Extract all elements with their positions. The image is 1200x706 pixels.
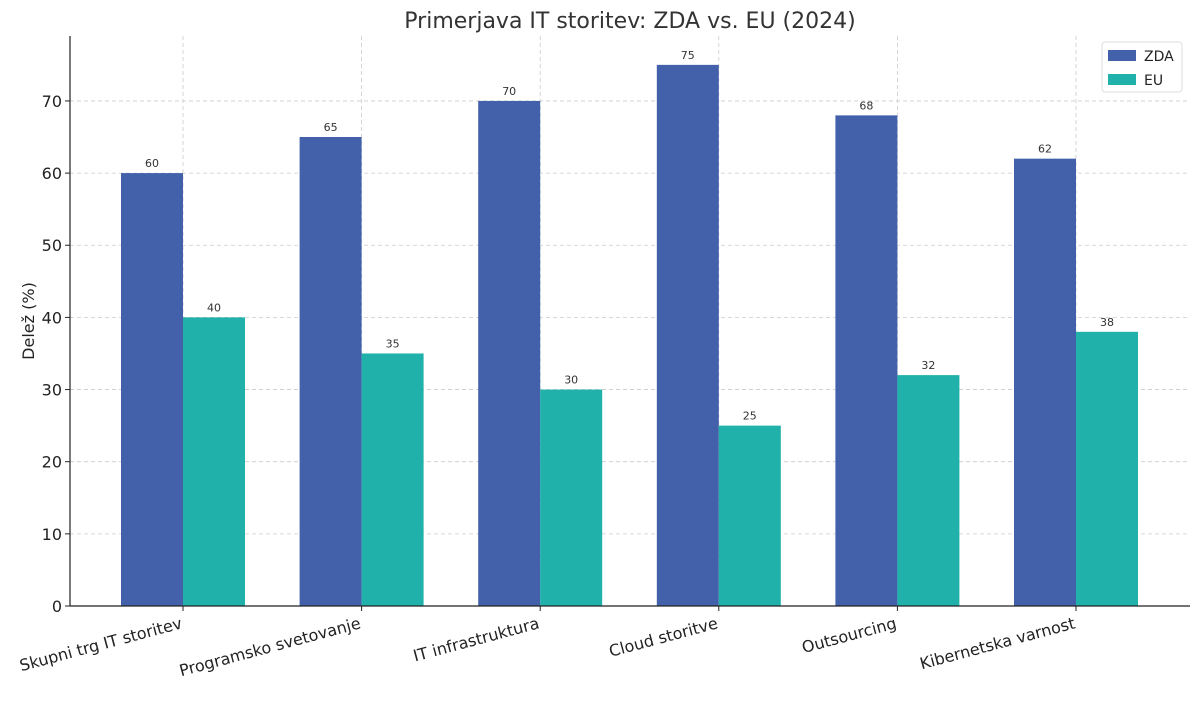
data-label: 68 bbox=[859, 99, 873, 112]
x-tick-label: IT infrastruktura bbox=[411, 614, 541, 666]
y-tick-label: 40 bbox=[42, 308, 62, 327]
x-tick-label: Outsourcing bbox=[800, 614, 899, 657]
legend-swatch-zda bbox=[1108, 50, 1136, 61]
y-tick-label: 0 bbox=[52, 597, 62, 616]
y-tick-label: 50 bbox=[42, 236, 62, 255]
x-tick-label: Kibernetska varnost bbox=[918, 614, 1077, 674]
data-label: 25 bbox=[743, 410, 757, 423]
data-label: 60 bbox=[145, 157, 159, 170]
bars bbox=[121, 64, 1138, 606]
bar-zda bbox=[299, 137, 362, 606]
data-label: 38 bbox=[1100, 316, 1114, 329]
bar-zda bbox=[835, 115, 898, 606]
data-labels: 60 65 70 75 68 62 40 35 30 25 32 38 bbox=[145, 49, 1114, 423]
legend-swatch-eu bbox=[1108, 74, 1136, 85]
y-tick-label: 20 bbox=[42, 453, 62, 472]
data-label: 30 bbox=[564, 374, 578, 387]
legend-label-eu: EU bbox=[1144, 73, 1163, 89]
data-label: 65 bbox=[324, 121, 338, 134]
bar-eu bbox=[897, 375, 960, 606]
y-ticks: 0 10 20 30 40 50 60 70 bbox=[42, 92, 70, 616]
bar-zda bbox=[478, 100, 541, 606]
legend-label-zda: ZDA bbox=[1144, 49, 1174, 65]
y-axis-title: Delež (%) bbox=[19, 282, 38, 360]
data-label: 32 bbox=[921, 359, 935, 372]
bar-eu bbox=[540, 389, 603, 606]
y-tick-label: 70 bbox=[42, 92, 62, 111]
bar-zda bbox=[1014, 158, 1076, 606]
bar-eu bbox=[183, 317, 245, 606]
bar-zda bbox=[656, 64, 719, 606]
x-tick-label: Skupni trg IT storitev bbox=[18, 614, 185, 676]
chart-title: Primerjava IT storitev: ZDA vs. EU (2024… bbox=[404, 9, 855, 34]
y-tick-label: 60 bbox=[42, 164, 62, 183]
data-label: 75 bbox=[681, 49, 695, 62]
data-label: 40 bbox=[207, 301, 221, 314]
data-label: 62 bbox=[1038, 143, 1052, 156]
y-tick-label: 30 bbox=[42, 381, 62, 400]
bar-eu bbox=[361, 353, 424, 606]
y-tick-label: 10 bbox=[42, 525, 62, 544]
bar-eu bbox=[718, 425, 781, 606]
bar-eu bbox=[1076, 331, 1138, 606]
bar-zda bbox=[121, 173, 183, 606]
data-label: 70 bbox=[502, 85, 516, 98]
data-label: 35 bbox=[386, 337, 400, 350]
x-tick-label: Cloud storitve bbox=[607, 614, 720, 661]
legend: ZDA EU bbox=[1101, 41, 1183, 93]
x-tick-label: Programsko svetovanje bbox=[177, 614, 362, 681]
axes bbox=[69, 36, 1190, 607]
